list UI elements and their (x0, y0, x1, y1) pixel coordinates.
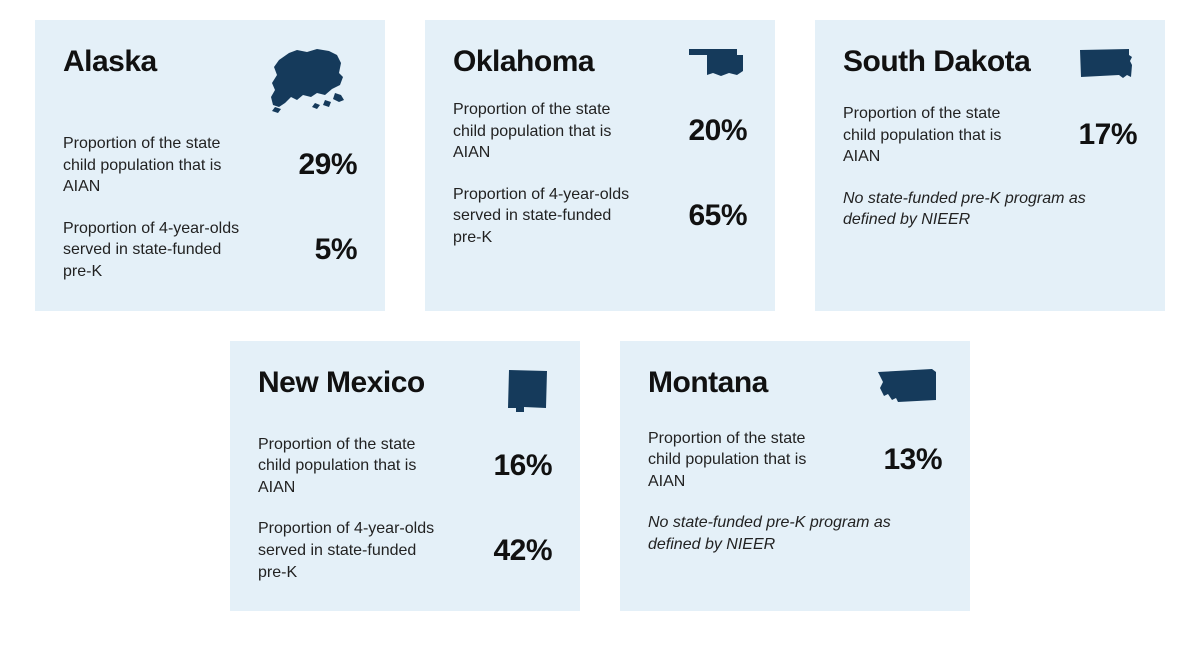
stat-value: 29% (298, 148, 357, 182)
stat-value: 42% (493, 534, 552, 568)
south-dakota-icon (1077, 45, 1137, 85)
stat-label: Proportion of 4-year-olds served in stat… (63, 218, 253, 283)
card-header: Montana (648, 366, 942, 410)
stat-aian: Proportion of the state child population… (843, 103, 1137, 168)
card-header: Alaska (63, 45, 357, 115)
stat-label: Proportion of the state child population… (648, 428, 838, 493)
stat-label: Proportion of 4-year-olds served in stat… (258, 518, 448, 583)
stat-prek: Proportion of 4-year-olds served in stat… (258, 518, 552, 583)
alaska-icon (267, 45, 357, 115)
stat-value: 13% (883, 443, 942, 477)
stat-value: 5% (315, 233, 357, 267)
montana-icon (874, 366, 942, 410)
stat-aian: Proportion of the state child population… (258, 434, 552, 499)
no-program-note: No state-funded pre-K program as defined… (648, 512, 942, 555)
card-header: South Dakota (843, 45, 1137, 85)
state-name: South Dakota (843, 45, 1030, 79)
no-program-note: No state-funded pre-K program as defined… (843, 188, 1137, 231)
stat-aian: Proportion of the state child population… (648, 428, 942, 493)
card-oklahoma: Oklahoma Proportion of the state child p… (425, 20, 775, 311)
stat-value: 17% (1078, 118, 1137, 152)
card-new-mexico: New Mexico Proportion of the state child… (230, 341, 580, 612)
card-header: Oklahoma (453, 45, 747, 81)
card-south-dakota: South Dakota Proportion of the state chi… (815, 20, 1165, 311)
card-header: New Mexico (258, 366, 552, 416)
state-name: Montana (648, 366, 768, 400)
stat-aian: Proportion of the state child population… (453, 99, 747, 164)
stat-label: Proportion of 4-year-olds served in stat… (453, 184, 643, 249)
state-name: New Mexico (258, 366, 425, 400)
stat-prek: Proportion of 4-year-olds served in stat… (453, 184, 747, 249)
stat-label: Proportion of the state child population… (843, 103, 1033, 168)
state-name: Oklahoma (453, 45, 594, 79)
card-montana: Montana Proportion of the state child po… (620, 341, 970, 612)
stat-label: Proportion of the state child population… (258, 434, 448, 499)
stat-label: Proportion of the state child population… (453, 99, 643, 164)
oklahoma-icon (687, 45, 747, 81)
state-name: Alaska (63, 45, 157, 79)
stat-value: 16% (493, 449, 552, 483)
card-alaska: Alaska Proportion of the state child pop… (35, 20, 385, 311)
stat-value: 20% (688, 114, 747, 148)
row-2: New Mexico Proportion of the state child… (25, 341, 1175, 612)
stat-aian: Proportion of the state child population… (63, 133, 357, 198)
stat-prek: Proportion of 4-year-olds served in stat… (63, 218, 357, 283)
new-mexico-icon (504, 366, 552, 416)
stat-value: 65% (688, 199, 747, 233)
stat-label: Proportion of the state child population… (63, 133, 253, 198)
row-1: Alaska Proportion of the state child pop… (25, 20, 1175, 311)
